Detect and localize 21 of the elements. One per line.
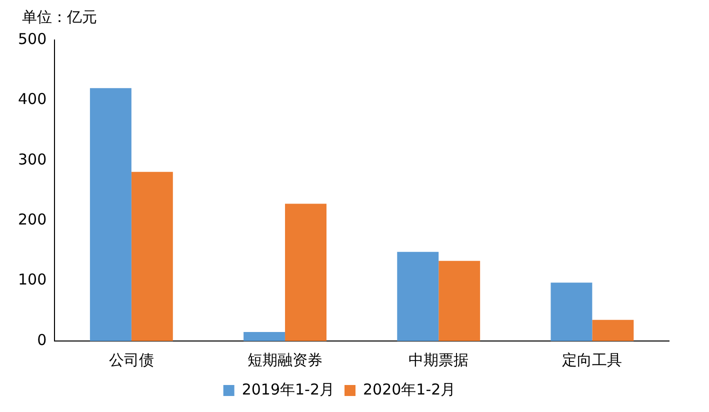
y-tick-label: 200	[18, 210, 47, 228]
y-tick-label: 500	[18, 30, 47, 48]
x-tick-label: 定向工具	[562, 350, 622, 369]
bar	[550, 282, 592, 341]
bar	[438, 260, 480, 341]
bar	[90, 88, 132, 341]
legend-label: 2019年1-2月	[242, 380, 335, 398]
bar	[285, 204, 326, 341]
bar	[131, 172, 173, 341]
y-tick-label: 100	[18, 270, 47, 289]
x-tick-label: 公司债	[108, 350, 154, 369]
y-tick-label: 0	[37, 330, 47, 349]
y-axis-title: 单位：亿元	[22, 8, 97, 27]
y-tick-label: 400	[18, 90, 47, 108]
bar	[592, 320, 634, 341]
bar	[244, 332, 286, 341]
y-tick-label: 300	[18, 150, 47, 168]
legend-label: 2020年1-2月	[363, 380, 456, 398]
x-tick-label: 中期票据	[408, 350, 469, 369]
bar	[397, 252, 439, 341]
x-tick-label: 短期融资券	[248, 350, 323, 369]
